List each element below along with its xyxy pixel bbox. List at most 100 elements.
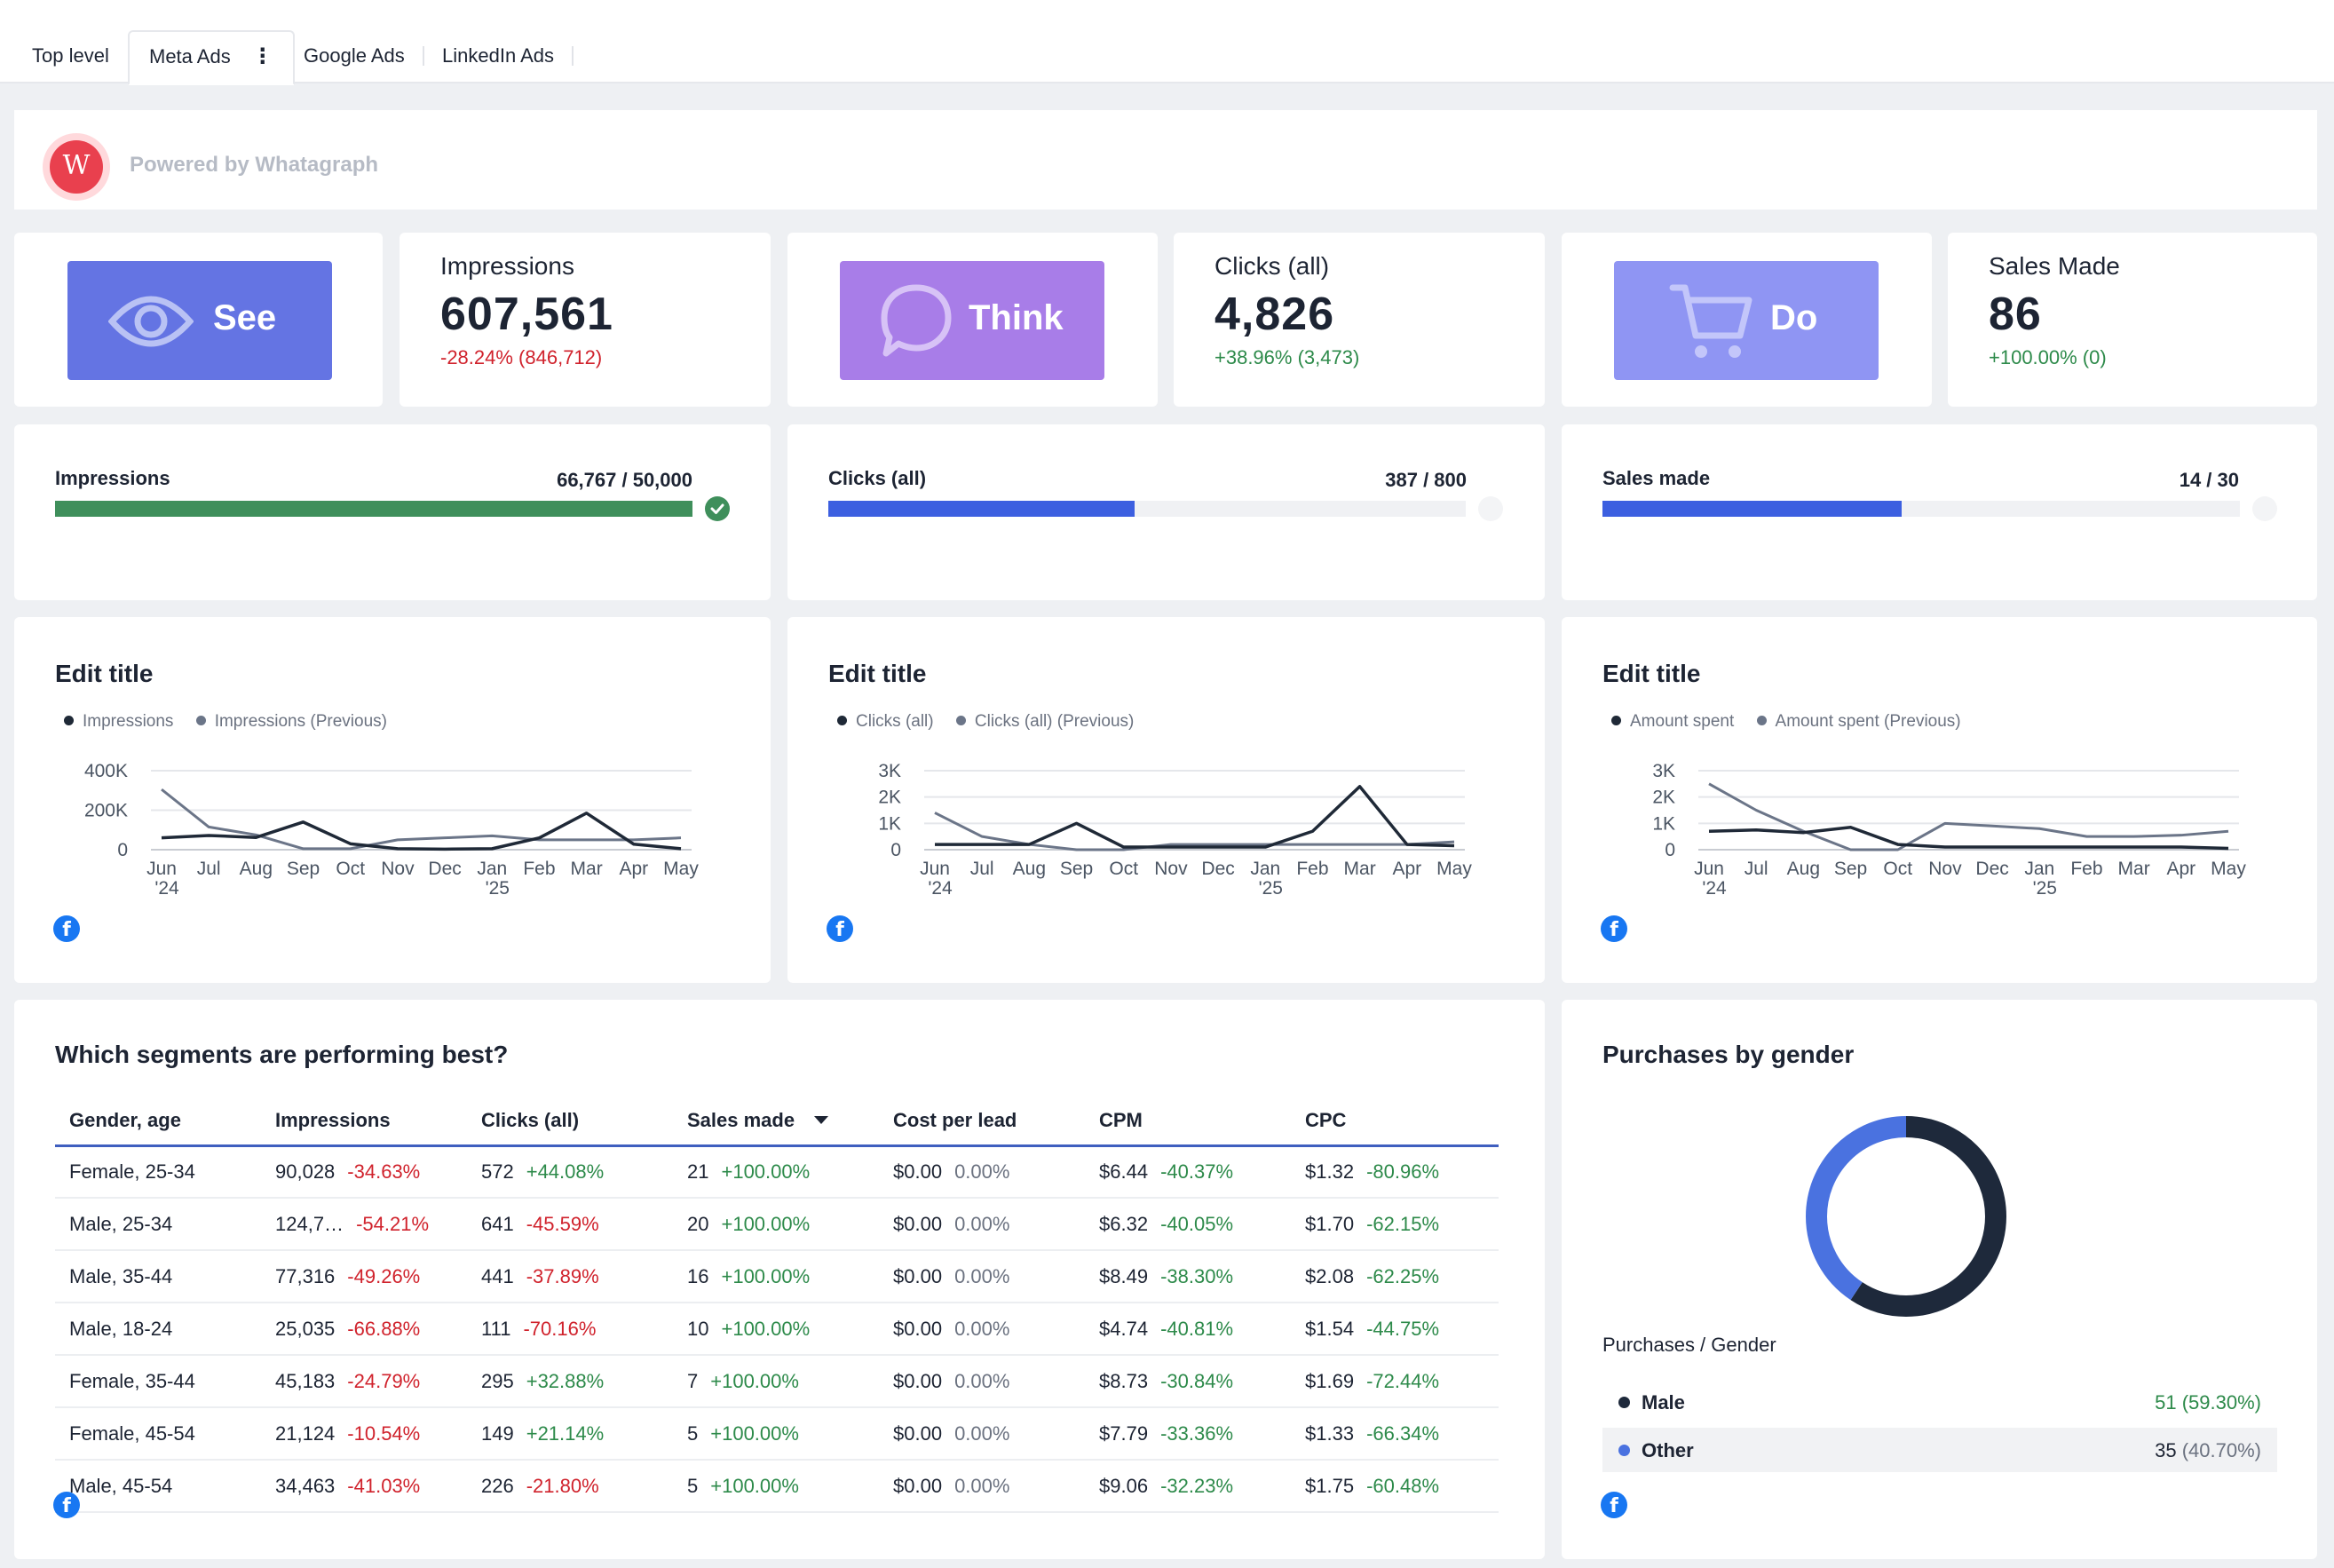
series-line (935, 785, 1455, 849)
table-row[interactable]: Male, 45-54 34,463 -41.03% 226 -21.80% 5 +100.… (55, 1460, 1499, 1513)
table-title: Which segments are performing best? (55, 1041, 509, 1068)
legend-row-other[interactable]: Other 35 (40.70%) (1602, 1428, 2277, 1472)
donut-slice[interactable] (1806, 1116, 2006, 1317)
metric-cell: 90,028 -34.63% (261, 1145, 467, 1199)
y-tick-label: 1K (1652, 813, 1675, 834)
column-header[interactable]: Clicks (all) (467, 1097, 673, 1147)
x-tick-label: Dec (1201, 859, 1234, 879)
metric-change: -66.88% (347, 1317, 421, 1340)
metric-value: 226 (481, 1474, 514, 1497)
clicks-chart-card: Edit title Clicks (all) Clicks (all) (Pr… (787, 617, 1545, 983)
goal-status-icon (2252, 496, 2277, 521)
x-tick-label: May (2211, 859, 2246, 879)
metric-cell: $6.44 -40.37% (1085, 1145, 1291, 1199)
sort-descending-icon[interactable] (814, 1116, 829, 1125)
x-tick-label: Jul (1745, 859, 1768, 879)
tab-meta-ads[interactable]: Meta Ads ⋮ (128, 30, 295, 85)
series-line (1708, 782, 2229, 851)
metric-change: -40.81% (1160, 1317, 1234, 1340)
metric-value: 149 (481, 1421, 514, 1445)
see-label: See (213, 298, 277, 337)
column-header[interactable]: CPC (1291, 1097, 1499, 1147)
metric-value: 295 (481, 1369, 514, 1392)
metric-cell: $9.06 -32.23% (1085, 1460, 1291, 1513)
metric-value: $4.74 (1099, 1317, 1149, 1340)
tab-top-level[interactable]: Top level (12, 34, 129, 83)
legend-item[interactable]: Amount spent (Previous) (1756, 712, 1961, 732)
think-button[interactable]: Think (840, 261, 1104, 380)
metric-value: 90,028 (275, 1160, 336, 1183)
metric-change: +21.14% (526, 1421, 605, 1445)
legend-item[interactable]: Impressions (64, 712, 173, 732)
metric-cell: $0.00 0.00% (879, 1303, 1085, 1356)
legend-item[interactable]: Clicks (all) (Previous) (955, 712, 1134, 732)
column-header[interactable]: Impressions (261, 1097, 467, 1147)
metric-cell: 124,7… -54.21% (261, 1198, 467, 1251)
column-header[interactable]: Gender, age (55, 1097, 261, 1147)
table-row[interactable]: Female, 45-54 21,124 -10.54% 149 +21.14% 5 +10… (55, 1407, 1499, 1461)
table-row[interactable]: Male, 35-44 77,316 -49.26% 441 -37.89% 16 +100… (55, 1250, 1499, 1303)
column-header[interactable]: CPM (1085, 1097, 1291, 1147)
kpi-change: +38.96% (3,473) (1214, 346, 1360, 368)
segment-cell: Female, 35-44 (55, 1355, 261, 1408)
kpi-impressions-card: Impressions 607,561 -28.24% (846,712) (400, 233, 771, 407)
table-row[interactable]: Male, 18-24 25,035 -66.88% 111 -70.16% 10 +100… (55, 1303, 1499, 1356)
metric-change: 0.00% (954, 1160, 1010, 1183)
legend-item[interactable]: Amount spent (1611, 712, 1734, 732)
think-label: Think (969, 298, 1064, 337)
goal-progress-fill (55, 501, 692, 517)
metric-change: 0.00% (954, 1369, 1010, 1392)
tab-linkedin-ads[interactable]: LinkedIn Ads (423, 34, 574, 83)
chart-title[interactable]: Edit title (1602, 660, 1701, 687)
tab-google-ads[interactable]: Google Ads (284, 34, 424, 83)
metric-value: 21 (687, 1160, 709, 1183)
branding-bar: W Powered by Whatagraph (14, 110, 2317, 210)
chart-title[interactable]: Edit title (828, 660, 927, 687)
facebook-icon: f (53, 915, 80, 942)
table-row[interactable]: Female, 35-44 45,183 -24.79% 295 +32.88% 7 +10… (55, 1355, 1499, 1408)
legend-item[interactable]: Clicks (all) (837, 712, 934, 732)
y-tick-label: 2K (1652, 788, 1675, 808)
metric-value: 34,463 (275, 1474, 336, 1497)
chart-title[interactable]: Edit title (55, 660, 154, 687)
do-button[interactable]: Do (1614, 261, 1879, 380)
more-menu-icon[interactable]: ⋮ (251, 44, 273, 68)
metric-change: 0.00% (954, 1264, 1010, 1287)
metric-cell: 572 +44.08% (467, 1145, 673, 1199)
series-line (161, 812, 682, 851)
column-header[interactable]: Cost per lead (879, 1097, 1085, 1147)
legend-item[interactable]: Impressions (Previous) (195, 712, 387, 732)
metric-change: -70.16% (523, 1317, 597, 1340)
legend-row-male[interactable]: Male 51 (59.30%) (1602, 1380, 2277, 1424)
legend-label: Male (1642, 1391, 1685, 1414)
see-button[interactable]: See (67, 261, 332, 380)
goal-progress-track (55, 501, 692, 517)
metric-change: -34.63% (347, 1160, 421, 1183)
tab-divider (423, 46, 424, 66)
table-row[interactable]: Male, 25-34 124,7… -54.21% 641 -45.59% 20 +100… (55, 1198, 1499, 1251)
metric-cell: $6.32 -40.05% (1085, 1198, 1291, 1251)
metric-value: 10 (687, 1317, 709, 1340)
metric-cell: 45,183 -24.79% (261, 1355, 467, 1408)
x-tick-sublabel: '25 (1259, 878, 1283, 899)
segment-cell: Male, 18-24 (55, 1303, 261, 1356)
metric-value: $9.06 (1099, 1474, 1149, 1497)
metric-value: $1.75 (1305, 1474, 1355, 1497)
goal-progress-track (828, 501, 1466, 517)
goal-value: 14 / 30 (2179, 469, 2239, 491)
metric-change: 0.00% (954, 1317, 1010, 1340)
x-tick-label: Sep (287, 859, 320, 879)
metric-cell: $0.00 0.00% (879, 1145, 1085, 1199)
metric-cell: $0.00 0.00% (879, 1250, 1085, 1303)
metric-cell: $8.73 -30.84% (1085, 1355, 1291, 1408)
metric-value: 21,124 (275, 1421, 336, 1445)
stage-see-card: See (14, 233, 383, 407)
column-header-label: Sales made (687, 1109, 795, 1132)
metric-change: -40.05% (1160, 1212, 1234, 1235)
table-row[interactable]: Female, 25-34 90,028 -34.63% 572 +44.08% 21 +1… (55, 1145, 1499, 1199)
column-header-sorted[interactable]: Sales made (673, 1097, 879, 1147)
metric-change: -33.36% (1160, 1421, 1234, 1445)
segments-table-card: Which segments are performing best? Gend… (14, 1000, 1545, 1559)
x-tick-label: Sep (1834, 859, 1867, 879)
kpi-clicks-card: Clicks (all) 4,826 +38.96% (3,473) (1174, 233, 1545, 407)
